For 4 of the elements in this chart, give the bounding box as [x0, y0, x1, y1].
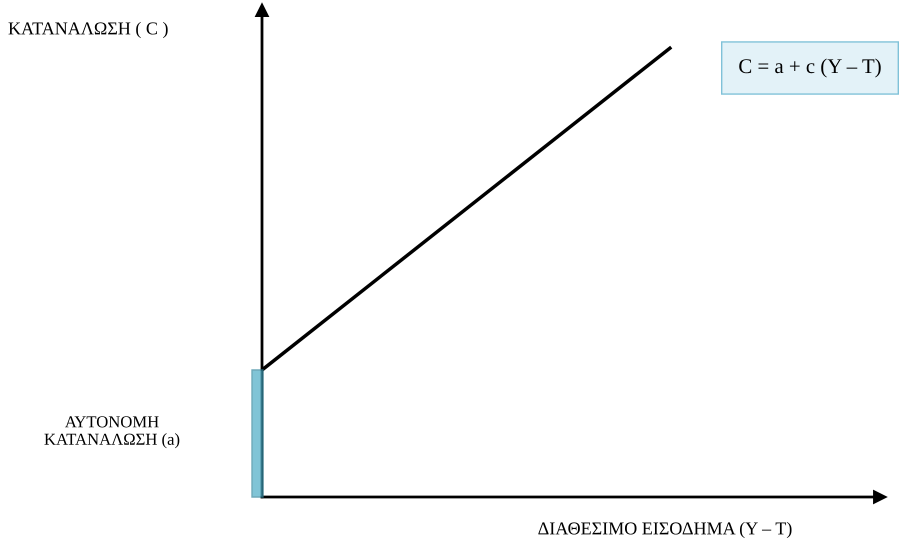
text: ΑΥΤΟΝΟΜΗ ΚΑΤΑΝΑΛΩΣΗ (a)	[44, 416, 180, 448]
x-axis-title: ΔΙΑΘΕΣΙΜΟ ΕΙΣΟΔΗΜΑ (Y – T)	[538, 522, 792, 538]
text: ΚΑΤΑΝΑΛΩΣΗ ( C )	[8, 22, 168, 38]
annotation: C = a + c (Y – T)	[739, 58, 881, 78]
